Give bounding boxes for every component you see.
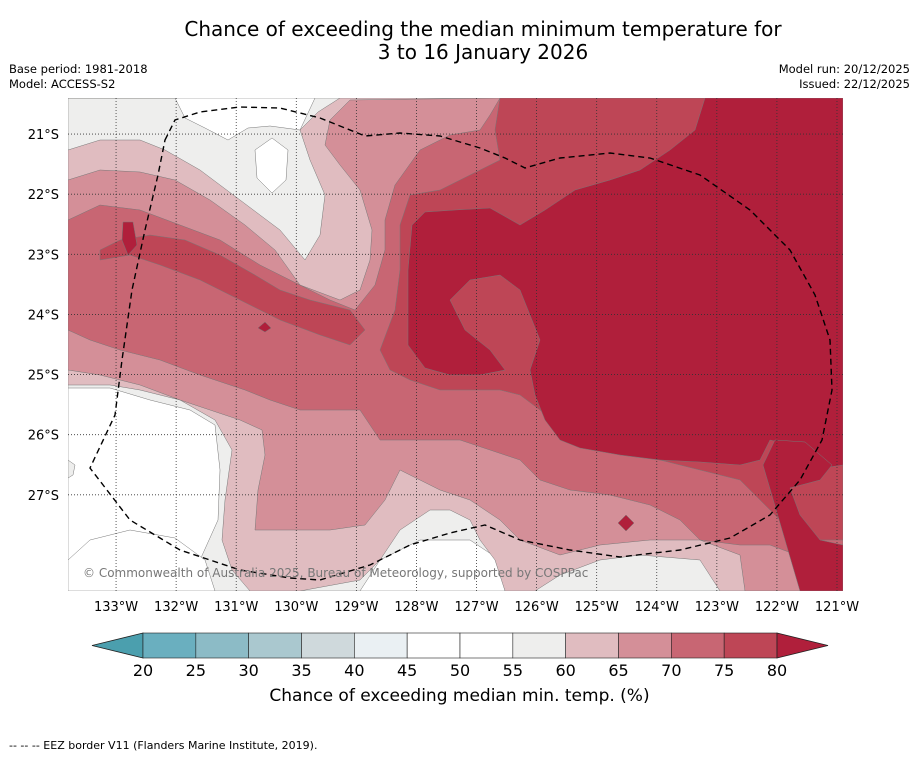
x-tick-label: 125°W bbox=[575, 600, 619, 615]
eez-border bbox=[89, 106, 833, 581]
colorbar-bin bbox=[565, 632, 619, 659]
issued-date: Issued: 22/12/2025 bbox=[799, 77, 910, 91]
map-area bbox=[68, 98, 843, 591]
colorbar-tick-label: 25 bbox=[186, 661, 206, 680]
colorbar-bin bbox=[354, 632, 408, 659]
x-tick-label: 123°W bbox=[695, 600, 739, 615]
colorbar-extend-low bbox=[91, 632, 144, 659]
colorbar-tick-label: 50 bbox=[450, 661, 470, 680]
x-tick-label: 127°W bbox=[454, 600, 498, 615]
x-tick-label: 133°W bbox=[94, 600, 138, 615]
colorbar-bin bbox=[671, 632, 725, 659]
model-run: Model run: 20/12/2025 bbox=[778, 62, 910, 76]
x-tick-label: 122°W bbox=[755, 600, 799, 615]
region-55-60-w bbox=[68, 459, 76, 479]
colorbar-tick-label: 55 bbox=[503, 661, 523, 680]
colorbar-bin bbox=[248, 632, 302, 659]
meta-right: Model run: 20/12/2025 Issued: 22/12/2025 bbox=[779, 62, 910, 92]
colorbar-tick-label: 40 bbox=[344, 661, 364, 680]
colorbar-bin bbox=[723, 632, 778, 659]
x-tick-label: 126°W bbox=[515, 600, 559, 615]
colorbar-tick-label: 75 bbox=[714, 661, 734, 680]
region-45-50-sw bbox=[68, 529, 216, 591]
y-tick-label: 24°S bbox=[28, 308, 59, 323]
y-axis-ticks: 21°S 22°S 23°S 24°S 25°S 26°S 27°S bbox=[28, 128, 59, 504]
colorbar-tick-label: 60 bbox=[555, 661, 575, 680]
x-tick-label: 132°W bbox=[154, 600, 198, 615]
x-tick-label: 129°W bbox=[334, 600, 378, 615]
colorbar-extend-high bbox=[776, 632, 829, 659]
y-tick-label: 25°S bbox=[28, 369, 59, 384]
colorbar-label: Chance of exceeding median min. temp. (%… bbox=[269, 686, 650, 706]
colorbar-tick-label: 20 bbox=[133, 661, 153, 680]
chart-title: Chance of exceeding the median minimum t… bbox=[0, 18, 919, 64]
colorbar-bin bbox=[512, 632, 566, 659]
eez-footnote: -- -- -- EEZ border V11 (Flanders Marine… bbox=[9, 739, 318, 752]
base-period: Base period: 1981-2018 bbox=[9, 62, 148, 76]
x-tick-label: 130°W bbox=[274, 600, 318, 615]
x-tick-label: 131°W bbox=[214, 600, 258, 615]
colorbar-bin bbox=[406, 632, 461, 659]
y-tick-label: 23°S bbox=[28, 248, 59, 263]
meta-left: Base period: 1981-2018 Model: ACCESS-S2 bbox=[9, 62, 148, 92]
region-50-55-n bbox=[68, 98, 316, 141]
region-gt80-dot3 bbox=[121, 221, 138, 256]
chart-title-line1: Chance of exceeding the median minimum t… bbox=[184, 17, 782, 41]
colorbar-bin bbox=[301, 632, 355, 659]
colorbar-tick-label: 80 bbox=[767, 661, 787, 680]
region-gt80 bbox=[407, 98, 843, 471]
y-tick-label: 27°S bbox=[28, 489, 59, 504]
colorbar-tick-label: 65 bbox=[608, 661, 628, 680]
chart-title-line2: 3 to 16 January 2026 bbox=[377, 40, 589, 64]
colorbar-bin bbox=[142, 632, 197, 659]
colorbar-bin bbox=[195, 632, 249, 659]
y-tick-label: 22°S bbox=[28, 188, 59, 203]
x-tick-label: 124°W bbox=[635, 600, 679, 615]
colorbar-bin bbox=[618, 632, 672, 659]
region-gt80-se bbox=[762, 439, 843, 591]
x-axis-ticks: 133°W 132°W 131°W 130°W 129°W 128°W 127°W 126°W… bbox=[94, 600, 859, 615]
copyright-text: © Commonwealth of Australia 2025, Bureau… bbox=[83, 566, 588, 580]
y-tick-label: 26°S bbox=[28, 429, 59, 444]
colorbar-tick-label: 30 bbox=[238, 661, 258, 680]
model-name: Model: ACCESS-S2 bbox=[9, 77, 116, 91]
region-gt80-dot1 bbox=[257, 321, 272, 333]
x-tick-label: 128°W bbox=[394, 600, 438, 615]
x-tick-label: 121°W bbox=[815, 600, 859, 615]
colorbar-tick-label: 70 bbox=[661, 661, 681, 680]
region-75-80 bbox=[99, 234, 366, 346]
y-tick-label: 21°S bbox=[28, 128, 59, 143]
region-45-50-n bbox=[254, 137, 289, 194]
colorbar-bin bbox=[459, 632, 514, 659]
colorbar: 20 25 30 35 40 45 50 55 60 65 70 75 80 bbox=[91, 632, 829, 680]
region-gt80-dot2 bbox=[617, 514, 635, 532]
colorbar-tick-label: 45 bbox=[397, 661, 417, 680]
colorbar-tick-label: 35 bbox=[291, 661, 311, 680]
gridlines bbox=[68, 98, 843, 591]
